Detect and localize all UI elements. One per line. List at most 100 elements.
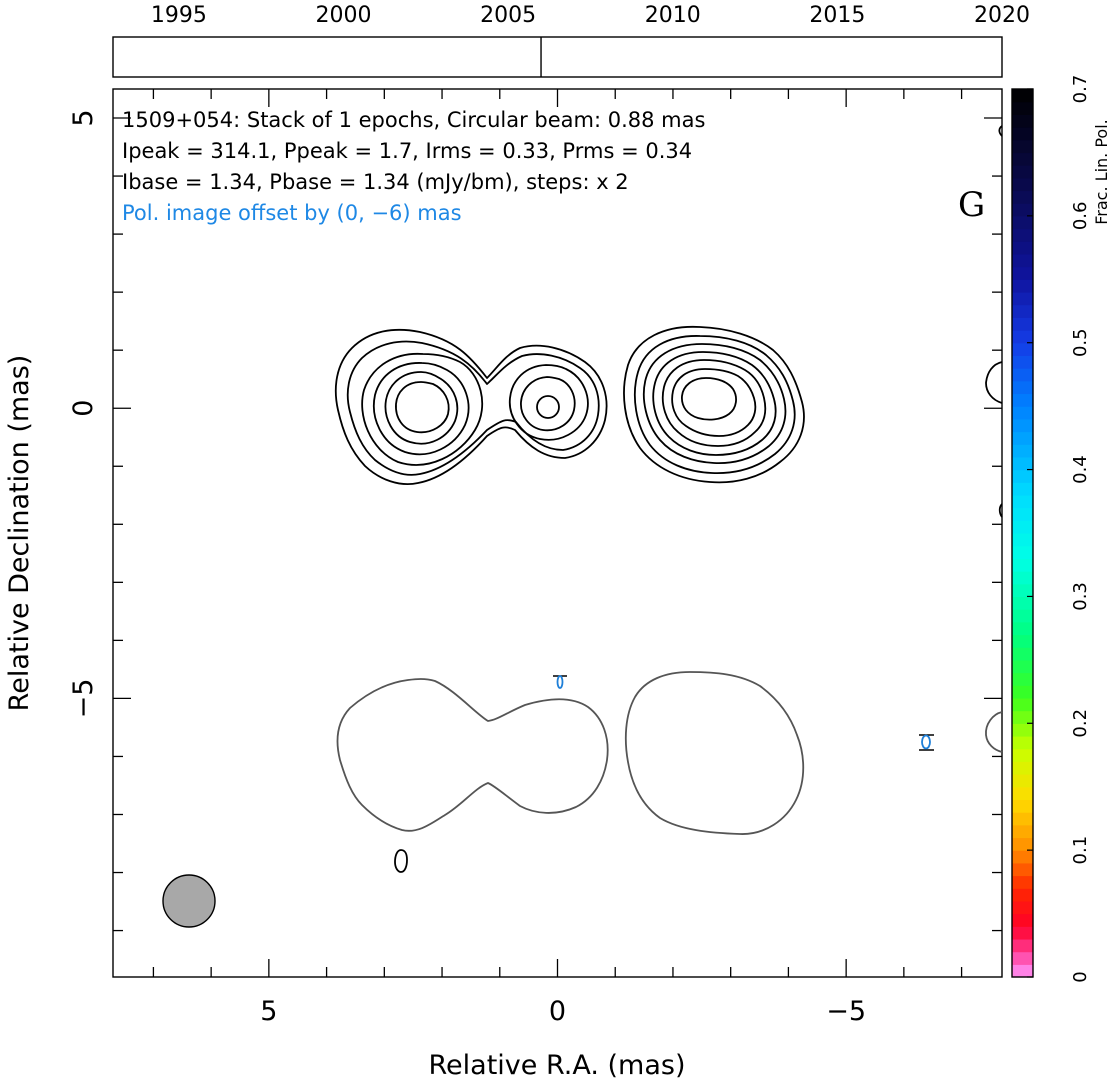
colorbar-band: [1012, 520, 1033, 534]
y-tick-label: 5: [68, 109, 99, 126]
epoch-tick-label: 2000: [315, 3, 371, 28]
annotation-line-3: Ibase = 1.34, Pbase = 1.34 (mJy/bm), ste…: [122, 170, 629, 194]
epoch-axis: 1995 2000 2005 2010 2015 2020: [112, 3, 1030, 78]
colorbar-tick-label: 0.6: [1070, 202, 1091, 231]
contour-level-3: [361, 353, 484, 466]
colorbar-band: [1012, 558, 1033, 572]
colorbar-band: [1012, 203, 1033, 217]
colorbar-band: [1012, 215, 1033, 230]
epoch-tick-label: 2020: [974, 3, 1030, 28]
colorbar-band: [1012, 774, 1033, 788]
colorbar-band: [1012, 330, 1033, 344]
colorbar-tick-label: 0.3: [1070, 582, 1091, 611]
colorbar-band: [1012, 812, 1033, 826]
contour-east-2: [633, 335, 796, 474]
contour-level-2: [346, 340, 600, 476]
colorbar-band: [1012, 406, 1033, 420]
x-tick-label: 5: [260, 996, 277, 1027]
colorbar-band: [1012, 571, 1033, 585]
colorbar-band: [1012, 139, 1033, 154]
colorbar-band: [1012, 583, 1033, 598]
colorbar-band: [1012, 748, 1033, 762]
colorbar-band: [1012, 735, 1033, 750]
epoch-axis-frame: [112, 36, 1003, 78]
colorbar-band: [1012, 659, 1033, 674]
y-tick-label: 0: [68, 400, 99, 417]
pol-contour-east: [624, 671, 805, 835]
annotation-line-2: Ipeak = 314.1, Ppeak = 1.7, Irms = 0.33,…: [122, 139, 692, 163]
colorbar-band: [1012, 672, 1033, 686]
colorbar-band: [1012, 621, 1033, 636]
colorbar-band: [1012, 342, 1033, 356]
contour-edge-arc-mid: [998, 503, 1003, 518]
y-tick-label: −5: [68, 679, 99, 719]
polarization-contours: [336, 671, 1003, 835]
colorbar-band: [1012, 456, 1033, 471]
contour-east-3: [642, 343, 787, 464]
colorbar-band: [1012, 177, 1033, 192]
contour-east-5: [661, 359, 767, 447]
contour-small-ring: [394, 849, 408, 873]
epoch-tick-label: 2005: [480, 3, 536, 28]
colorbar-band: [1012, 317, 1033, 331]
x-tick-label: 0: [549, 996, 566, 1027]
colorbar-band: [1012, 291, 1033, 306]
colorbar-band: [1012, 127, 1033, 141]
contour-edge-arc-top: [998, 125, 1003, 137]
colorbar-band: [1012, 951, 1033, 965]
colorbar-band: [1012, 393, 1033, 407]
colorbar-band: [1012, 253, 1033, 268]
colorbar-band: [1012, 875, 1033, 889]
colorbar-tick-label: 0.2: [1070, 709, 1091, 738]
colorbar-tick-label: 0: [1070, 971, 1091, 982]
contour-outer: [334, 329, 608, 485]
colorbar-band: [1012, 507, 1033, 521]
contour-core-peak: [536, 395, 560, 419]
epoch-tick-label: 2010: [645, 3, 701, 28]
epoch-tick-label: 2015: [809, 3, 865, 28]
colorbar-band: [1012, 494, 1033, 509]
pol-vector-1-contour: [556, 675, 564, 689]
colorbar-band: [1012, 368, 1033, 382]
contour-east-4: [652, 351, 777, 456]
beam-ellipse: [162, 874, 216, 928]
colorbar-band: [1012, 545, 1033, 559]
colorbar-band: [1012, 279, 1033, 293]
plot-area: 5 0 −5 5 0 −5: [4, 88, 1003, 1081]
y-axis-label: Relative Declination (mas): [4, 355, 35, 712]
colorbar-band: [1012, 913, 1033, 927]
contour-level-5: [384, 371, 459, 445]
colorbar-band: [1012, 900, 1033, 915]
colorbar-tick-label: 0.5: [1070, 328, 1091, 357]
contour-east-peak: [681, 377, 737, 421]
annotation-line-1: 1509+054: Stack of 1 epochs, Circular be…: [122, 108, 705, 132]
colorbar-band: [1012, 723, 1033, 737]
colorbar-band: [1012, 596, 1033, 610]
colorbar-band: [1012, 165, 1033, 179]
polarization-vectors: [553, 675, 934, 751]
colorbar-band: [1012, 888, 1033, 902]
colorbar: 0 0.1 0.2 0.3 0.4 0.5 0.6 0.7 Frac. Lin. Pol.: [1011, 75, 1111, 983]
contour-core-right-3: [520, 376, 576, 432]
colorbar-band: [1012, 964, 1033, 978]
colorbar-band: [1012, 304, 1033, 318]
contour-level-6: [395, 381, 450, 434]
colorbar-band: [1012, 850, 1033, 864]
colorbar-band: [1012, 266, 1033, 280]
colorbar-band: [1012, 101, 1033, 115]
colorbar-band: [1012, 418, 1033, 433]
pol-contour-edge: [985, 711, 1003, 753]
annotation-line-4: Pol. image offset by (0, −6) mas: [122, 201, 462, 225]
colorbar-band: [1012, 190, 1033, 204]
colorbar-band: [1012, 152, 1033, 166]
contour-east-outer: [623, 325, 805, 484]
colorbar-tick-label: 0.1: [1070, 836, 1091, 865]
colorbar-band: [1012, 241, 1033, 255]
colorbar-tick-label: 0.4: [1070, 455, 1091, 484]
colorbar-band: [1012, 469, 1033, 483]
colorbar-band: [1012, 761, 1033, 775]
colorbar-band: [1012, 647, 1033, 661]
contour-edge-blob: [985, 361, 1003, 404]
stokes-i-contours: [334, 125, 1003, 873]
